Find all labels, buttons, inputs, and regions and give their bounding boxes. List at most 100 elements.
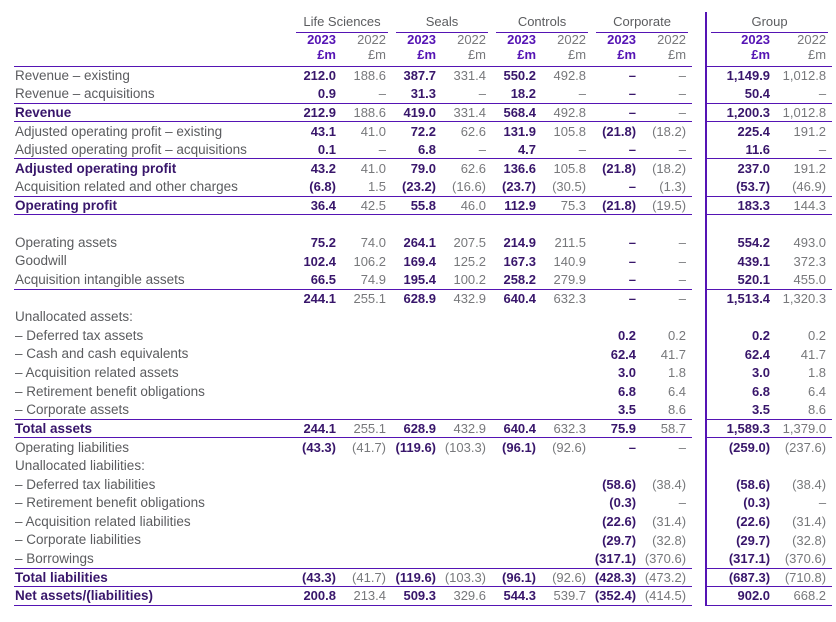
- cell-value: 0.1: [292, 140, 342, 160]
- cell-value: (237.6): [784, 439, 827, 455]
- cell-value: (38.4): [652, 476, 687, 492]
- cell-value: [292, 549, 342, 569]
- group-divider: [692, 400, 708, 420]
- cell-value: 419.0: [392, 103, 443, 123]
- cell-value: –: [592, 84, 643, 104]
- cell-value: (352.4): [592, 586, 643, 606]
- row-label: – Borrowings: [14, 549, 292, 569]
- cell-value: 43.1: [310, 123, 336, 139]
- row-label: – Corporate liabilities: [15, 532, 142, 548]
- cell-value: 136.6: [503, 161, 537, 177]
- table-row: – Borrowings (317.1) (370.6) (317.1) (370.6): [14, 549, 833, 569]
- row-label: [14, 215, 292, 234]
- cell-value: 520.1: [706, 270, 777, 290]
- cell-value: 492.8: [553, 68, 587, 84]
- cell-value: 1,012.8: [782, 68, 827, 84]
- group-divider: [692, 66, 708, 85]
- cell-value: [392, 512, 442, 531]
- cell-value: 493.0: [793, 235, 827, 251]
- table-row: Revenue 212.9 188.6 419.0 331.4 568.4 492.8– –1…: [14, 103, 833, 123]
- cell-value: [392, 400, 443, 420]
- row-label: Acquisition intangible assets: [14, 270, 292, 290]
- group-label: Seals: [396, 14, 489, 33]
- cell-value: –: [776, 140, 833, 160]
- cell-value: –: [628, 253, 637, 269]
- cell-value: –: [818, 495, 827, 511]
- cell-value: 3.0: [751, 365, 771, 381]
- cell-value: 140.9: [553, 253, 587, 269]
- cell-value: 75.9: [592, 419, 643, 439]
- cell-value: (21.8): [602, 123, 637, 139]
- cell-value: 1,379.0: [776, 419, 833, 439]
- cell-value: [342, 308, 392, 327]
- cell-value: (96.1): [502, 439, 537, 455]
- cell-value: 75.2: [310, 235, 336, 251]
- table-row: Revenue – existing 212.0 188.6 387.7 331.4 55…: [14, 66, 832, 85]
- cell-value: 74.9: [342, 270, 393, 290]
- cell-value: [392, 475, 442, 494]
- group-header-life-sciences: Life Sciences: [292, 12, 392, 33]
- cell-value: [442, 326, 492, 345]
- cell-value: [292, 494, 342, 513]
- cell-value: (0.3): [743, 495, 771, 511]
- table-row: Adjusted operating profit – acquisitions…: [14, 140, 833, 160]
- group-divider: [692, 363, 708, 383]
- table-row: – Acquisition related liabilities (22.6) (…: [14, 512, 832, 531]
- group-divider: [692, 251, 708, 271]
- cell-value: (18.2): [652, 123, 687, 139]
- row-label: Net assets/(liabilities): [14, 586, 292, 606]
- cell-value: [592, 215, 642, 234]
- cell-value: 255.1: [353, 291, 387, 307]
- cell-value: [542, 400, 593, 420]
- year-unit-header: 2022 £m: [342, 33, 393, 67]
- group-label: Corporate: [596, 14, 689, 33]
- cell-value: 0.9: [292, 84, 342, 104]
- cell-value: 167.3: [503, 253, 537, 269]
- group-header-row: Life Sciences Seals Controls Corporate G…: [14, 12, 832, 33]
- year-unit-header: 2023 £m: [592, 33, 643, 67]
- year-unit-header: 2022 £m: [442, 33, 493, 67]
- row-label: Adjusted operating profit: [15, 160, 177, 176]
- cell-value: (31.4): [652, 514, 687, 530]
- cell-value: –: [628, 68, 637, 84]
- cell-value: 125.2: [453, 253, 487, 269]
- cell-value: 0.2: [807, 328, 827, 344]
- cell-value: (473.2): [642, 568, 693, 588]
- cell-value: (58.6): [736, 476, 771, 492]
- cell-value: [442, 400, 493, 420]
- group-divider: [692, 177, 708, 197]
- cell-value: 18.2: [492, 84, 543, 104]
- group-divider: [692, 530, 708, 550]
- cell-value: [342, 345, 392, 364]
- cell-value: (19.5): [642, 196, 693, 216]
- cell-value: 628.9: [403, 291, 437, 307]
- cell-value: –: [776, 84, 833, 104]
- cell-value: –: [678, 439, 687, 455]
- year-header-row: 2023 £m 2022 £m 2023 £m 2022 £m 2023 £m 2022 £m 2023…: [14, 33, 833, 67]
- cell-value: [392, 364, 442, 383]
- year-unit-header: 2023 £m: [706, 33, 777, 67]
- cell-value: [492, 308, 542, 327]
- cell-value: (119.6): [392, 568, 443, 588]
- row-label: Unallocated liabilities:: [15, 458, 145, 474]
- cell-value: 509.3: [392, 586, 443, 606]
- row-label: – Retirement benefit obligations: [15, 495, 205, 511]
- row-label: – Acquisition related assets: [15, 365, 179, 381]
- cell-value: 169.4: [403, 253, 437, 269]
- group-header-controls: Controls: [492, 12, 592, 33]
- cell-value: 11.6: [706, 140, 777, 160]
- cell-value: [342, 456, 392, 475]
- corner-cell: [14, 12, 292, 33]
- row-label: Total liabilities: [14, 568, 292, 588]
- cell-value: 100.2: [442, 270, 493, 290]
- row-label: – Acquisition related liabilities: [15, 513, 191, 529]
- cell-value: 74.0: [360, 235, 387, 251]
- cell-value: –: [678, 291, 687, 307]
- row-label: – Deferred tax assets: [15, 327, 144, 343]
- cell-value: 632.3: [553, 291, 587, 307]
- cell-value: [292, 531, 342, 550]
- cell-value: (29.7): [602, 532, 637, 548]
- cell-value: [392, 326, 442, 345]
- cell-value: [392, 382, 442, 401]
- cell-value: 3.5: [592, 400, 643, 420]
